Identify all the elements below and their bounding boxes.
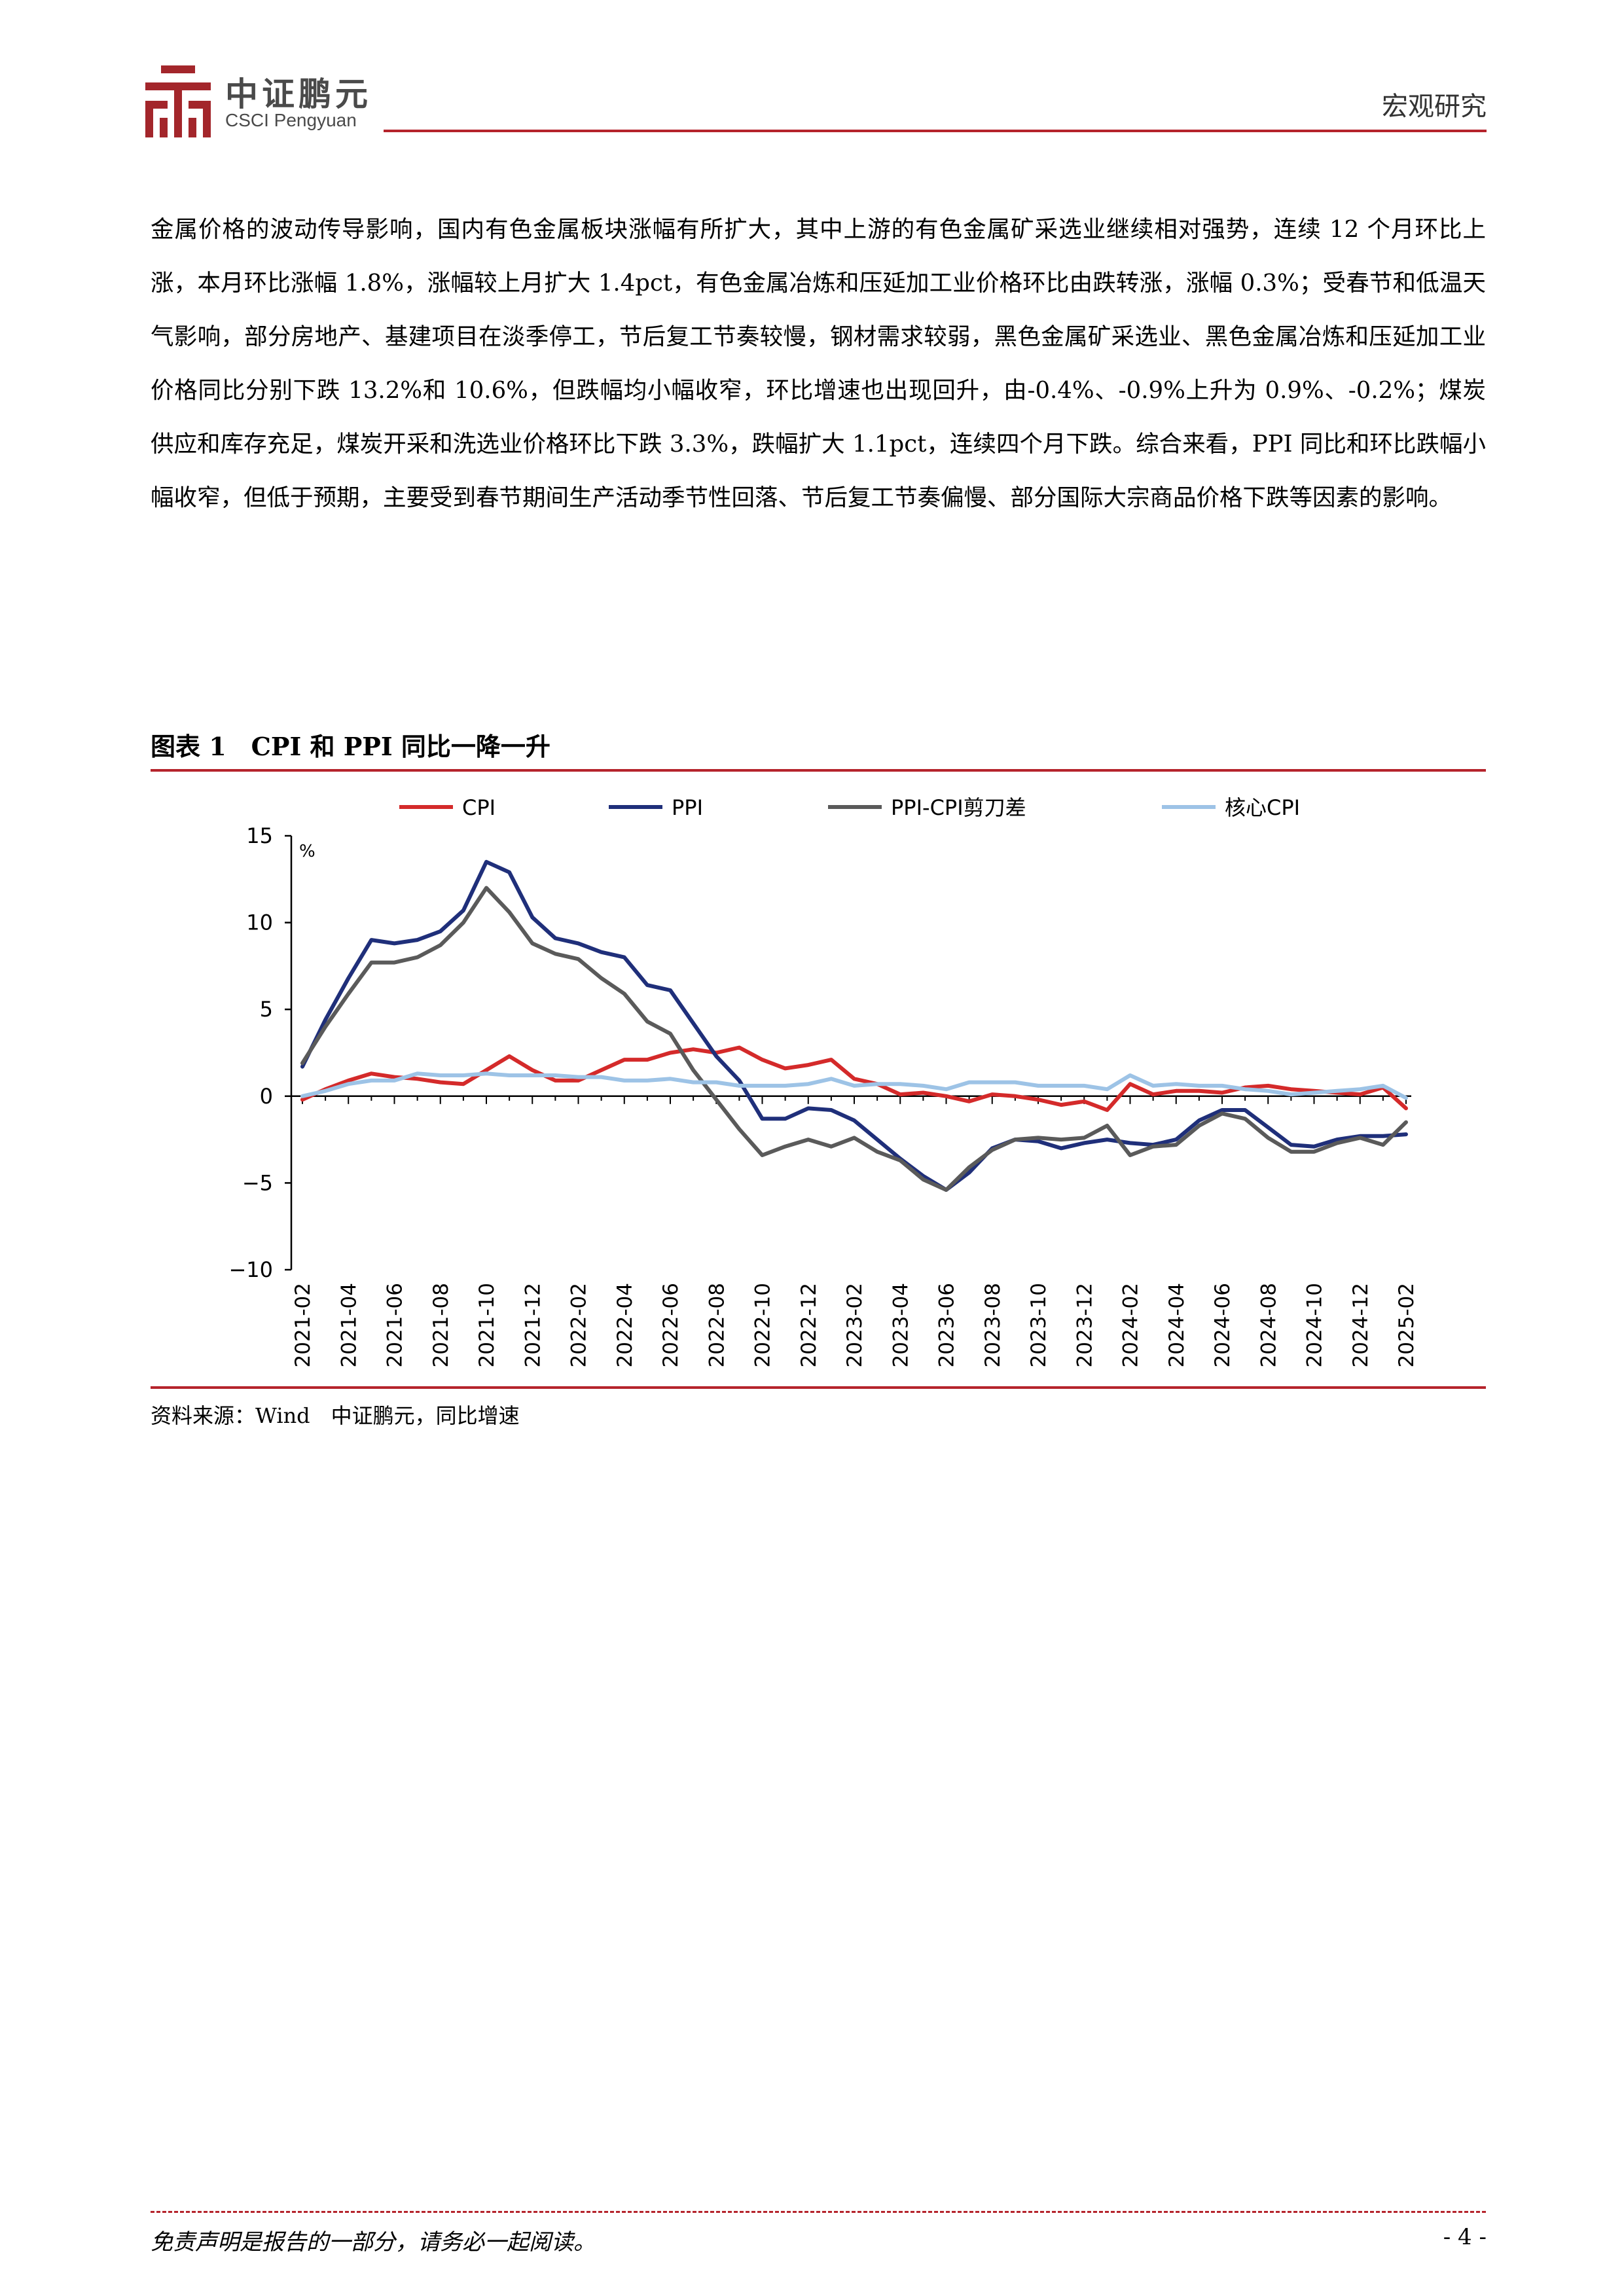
x-tick-label: 2023-10 xyxy=(1027,1283,1051,1368)
company-logo: 中证鹏元 CSCI Pengyuan xyxy=(145,65,460,137)
y-unit-label: % xyxy=(299,842,316,861)
x-tick-label: 2022-12 xyxy=(797,1283,821,1368)
x-tick-label: 2024-02 xyxy=(1119,1283,1143,1368)
x-tick-label: 2021-06 xyxy=(384,1283,407,1368)
logo-mark-icon xyxy=(145,65,211,137)
logo-cn-text: 中证鹏元 xyxy=(225,75,372,113)
header-rule xyxy=(384,130,1487,132)
x-tick-label: 2021-04 xyxy=(337,1283,361,1368)
y-tick-label: −10 xyxy=(228,1257,273,1282)
logo-en-text: CSCI Pengyuan xyxy=(225,110,357,130)
x-tick-label: 2023-04 xyxy=(889,1283,912,1368)
x-tick-label: 2024-10 xyxy=(1303,1283,1327,1368)
x-tick-label: 2021-12 xyxy=(521,1283,545,1368)
y-tick-label: 15 xyxy=(246,823,273,848)
x-tick-label: 2024-08 xyxy=(1257,1283,1280,1368)
y-tick-label: 0 xyxy=(260,1084,273,1109)
x-tick-label: 2025-02 xyxy=(1395,1283,1418,1368)
footer-disclaimer: 免责声明是报告的一部分，请务必一起阅读。 xyxy=(151,2229,596,2255)
figure-source: 资料来源：Wind 中证鹏元，同比增速 xyxy=(151,1403,520,1428)
x-tick-label: 2022-04 xyxy=(613,1283,637,1368)
page-number: - 4 - xyxy=(1443,2224,1487,2250)
x-tick-label: 2023-08 xyxy=(981,1283,1005,1368)
cpi-ppi-chart: CPI PPI PPI-CPI剪刀差 核心CPI 15 10 5 0 −5 −10% 2021-02… xyxy=(151,776,1486,1384)
footer-rule xyxy=(151,2211,1486,2213)
x-tick-label: 2021-08 xyxy=(429,1283,453,1368)
x-tick-label: 2021-10 xyxy=(475,1283,499,1368)
legend-label-1: PPI xyxy=(672,795,703,820)
figure-top-rule xyxy=(151,769,1486,772)
x-tick-label: 2024-04 xyxy=(1165,1283,1189,1368)
x-tick-label: 2023-06 xyxy=(935,1283,959,1368)
series-line-0 xyxy=(300,1045,1408,1112)
series-line-3 xyxy=(300,1071,1408,1100)
chart-svg: CPI PPI PPI-CPI剪刀差 核心CPI 15 10 5 0 −5 −10% 2021-02… xyxy=(228,795,1418,1368)
x-tick-label: 2022-02 xyxy=(568,1283,591,1368)
section-label: 宏观研究 xyxy=(1382,92,1487,122)
figure-title: 图表 1 CPI 和 PPI 同比一降一升 xyxy=(151,732,550,761)
x-tick-label: 2022-06 xyxy=(659,1283,683,1368)
x-tick-label: 2023-12 xyxy=(1073,1283,1096,1368)
y-tick-label: 5 xyxy=(260,997,273,1022)
series-line-1 xyxy=(300,859,1408,1192)
legend-label-2: PPI-CPI剪刀差 xyxy=(891,795,1026,820)
x-tick-label: 2024-12 xyxy=(1349,1283,1373,1368)
x-tick-label: 2022-08 xyxy=(705,1283,729,1368)
legend-label-0: CPI xyxy=(462,795,496,820)
x-tick-label: 2021-02 xyxy=(291,1283,315,1368)
y-tick-label: −5 xyxy=(242,1170,273,1195)
x-tick-label: 2023-02 xyxy=(843,1283,867,1368)
body-paragraph: 金属价格的波动传导影响，国内有色金属板块涨幅有所扩大，其中上游的有色金属矿采选业… xyxy=(151,216,1486,511)
x-tick-label: 2022-10 xyxy=(751,1283,775,1368)
y-tick-label: 10 xyxy=(246,910,273,935)
figure-bottom-rule xyxy=(151,1386,1486,1389)
legend-label-3: 核心CPI xyxy=(1225,795,1300,820)
series-line-2 xyxy=(300,886,1408,1192)
x-tick-label: 2024-06 xyxy=(1211,1283,1235,1368)
